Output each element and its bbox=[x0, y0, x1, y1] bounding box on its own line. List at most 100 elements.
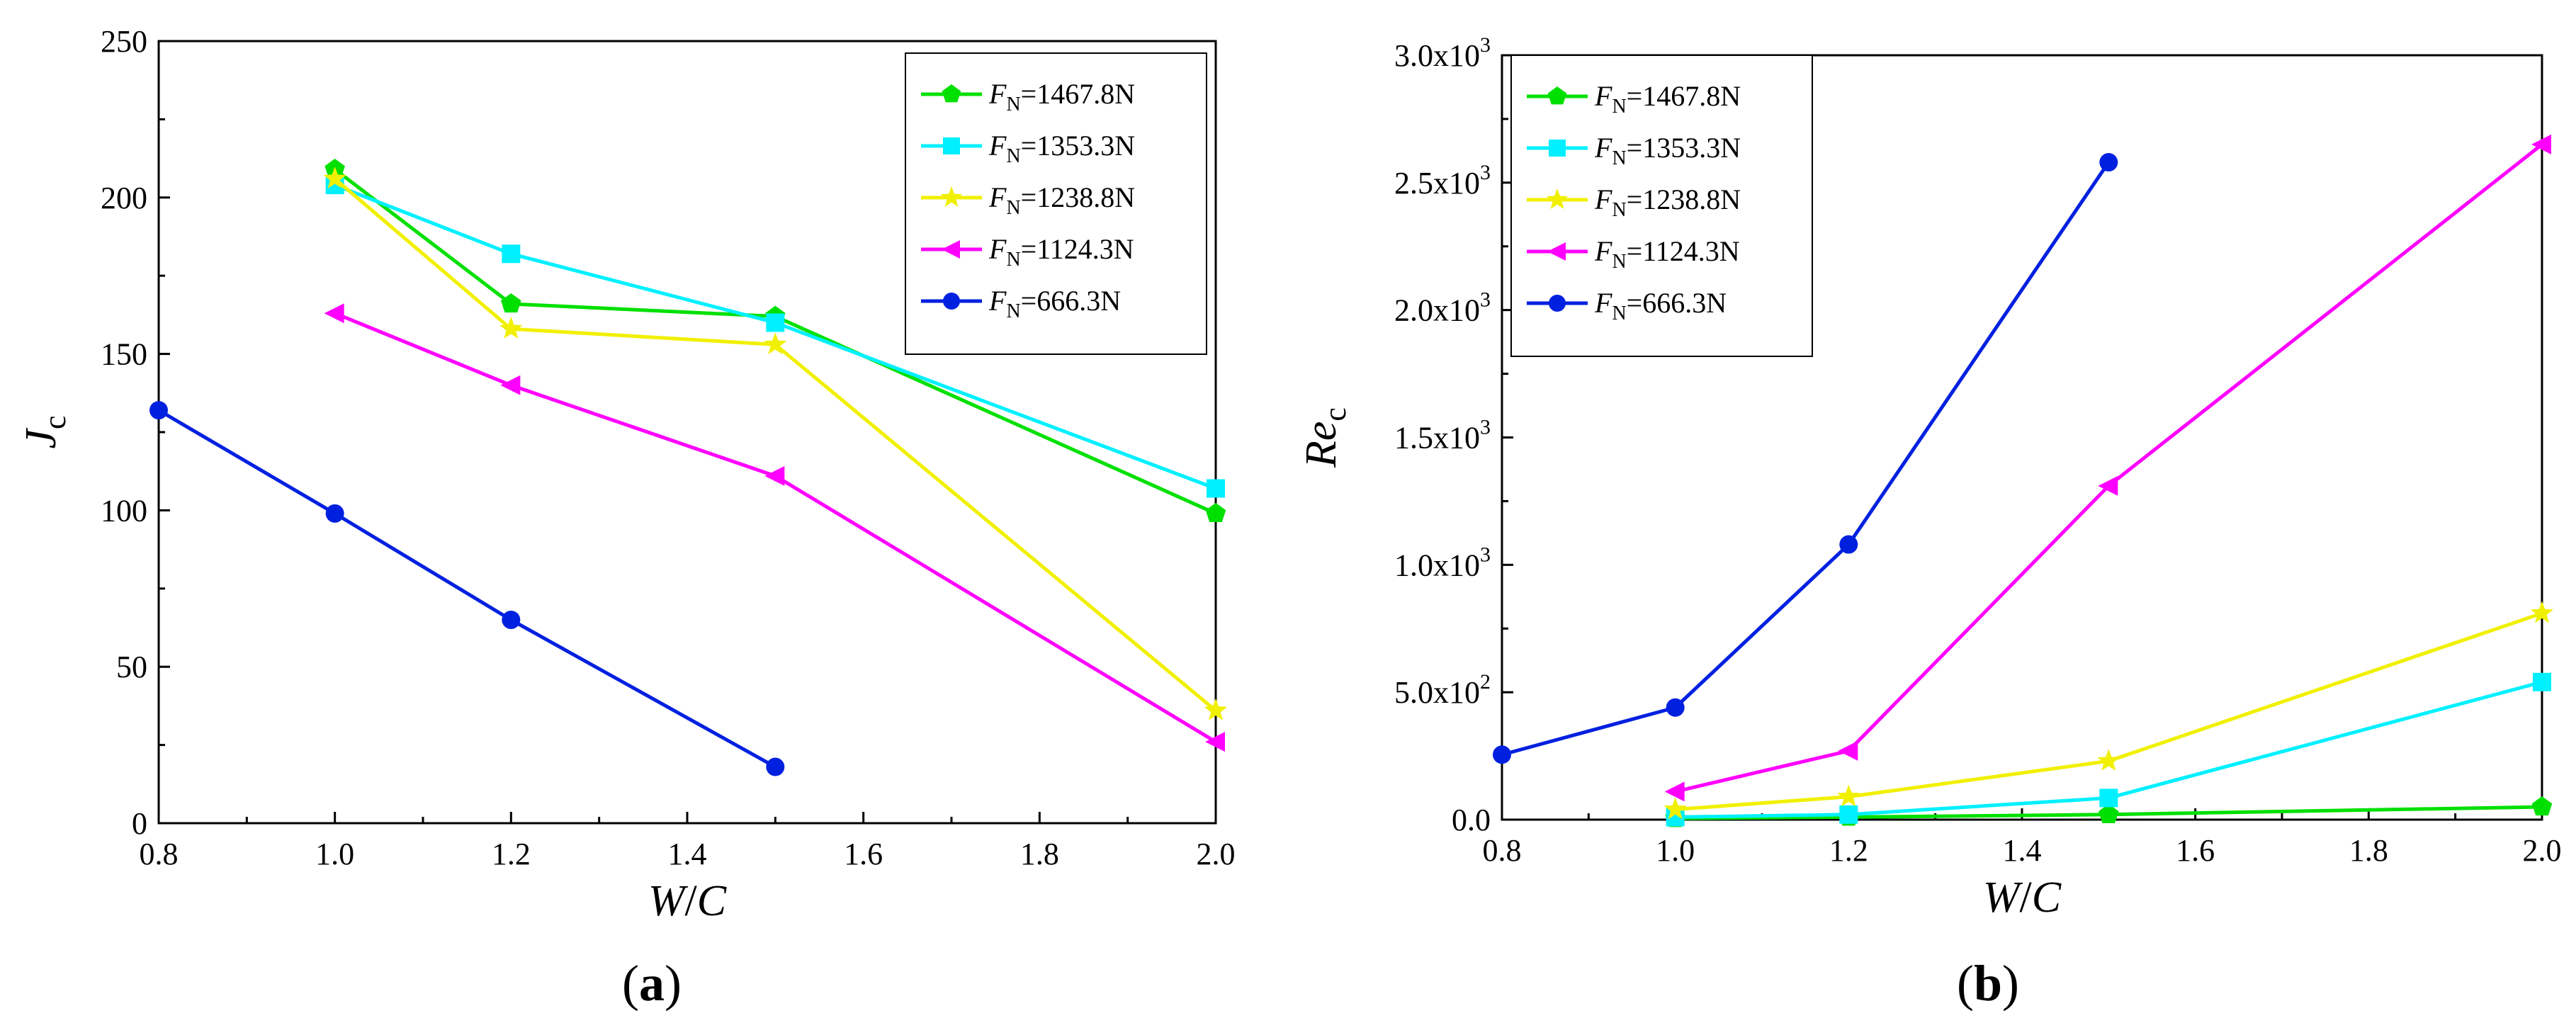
chart-panel-1: 0.8 1.0 1.2 1.4 1.6 1.8 2.0050100150200250FN=1… bbox=[17, 24, 1236, 1012]
legend-label: FN=1238.8N bbox=[1594, 183, 1741, 221]
y-tick-mantissa: 3.0x10 bbox=[1394, 38, 1480, 73]
panel-caption-part: ( bbox=[622, 955, 639, 1012]
legend-label: FN=1353.3N bbox=[1594, 132, 1741, 169]
x-axis-title-part: W bbox=[648, 877, 689, 925]
data-point-circle bbox=[1839, 535, 1858, 554]
data-point-triangle-left bbox=[1664, 781, 1685, 802]
series-line bbox=[1675, 142, 2543, 793]
data-point-circle bbox=[766, 757, 785, 776]
x-tick-label: 0.8 bbox=[1483, 833, 1522, 868]
y-axis-title-subscript: c bbox=[38, 415, 72, 429]
legend-label-subscript: N bbox=[1006, 249, 1020, 271]
data-point-circle bbox=[325, 504, 344, 523]
data-point-triangle-left bbox=[2531, 134, 2551, 154]
legend-label: FN=1353.3N bbox=[988, 130, 1135, 167]
legend-marker-circle bbox=[943, 293, 960, 310]
legend-marker-star bbox=[1546, 188, 1569, 209]
y-axis-title: Jc bbox=[17, 415, 72, 448]
data-point-pentagon bbox=[2531, 796, 2553, 816]
x-axis-title-part: / bbox=[685, 877, 698, 925]
data-point-square bbox=[766, 313, 785, 332]
x-tick-label: 0.8 bbox=[140, 837, 179, 871]
data-point-circle bbox=[1493, 745, 1511, 764]
y-tick-label: 100 bbox=[101, 493, 147, 528]
y-tick-exponent: 3 bbox=[1480, 543, 1491, 566]
x-tick-label: 1.6 bbox=[2176, 833, 2215, 868]
legend-label: FN=1467.8N bbox=[1594, 80, 1741, 118]
y-tick-exponent: 3 bbox=[1480, 33, 1491, 57]
data-point-pentagon bbox=[2098, 803, 2119, 823]
legend-label-subscript: N bbox=[1612, 199, 1626, 221]
y-tick-mantissa: 250 bbox=[101, 24, 147, 59]
legend-label-symbol: F bbox=[988, 130, 1007, 162]
legend-label: FN=1467.8N bbox=[988, 78, 1135, 115]
legend-label-subscript: N bbox=[1612, 302, 1626, 324]
panel-caption-part: ) bbox=[2002, 955, 2019, 1012]
legend-label-value: =1467.8N bbox=[1627, 80, 1741, 112]
y-tick-mantissa: 5.0x10 bbox=[1394, 675, 1480, 710]
panel-caption: (b) bbox=[1957, 955, 2019, 1012]
data-point-square bbox=[1207, 479, 1225, 498]
legend-label-value: =666.3N bbox=[1021, 285, 1121, 317]
data-point-square bbox=[2533, 672, 2551, 691]
legend-label-symbol: F bbox=[1594, 132, 1612, 164]
y-tick-mantissa: 100 bbox=[101, 493, 147, 528]
legend: FN=1467.8NFN=1353.3NFN=1238.8NFN=1124.3N… bbox=[1510, 55, 1813, 357]
legend-marker-star bbox=[940, 186, 963, 207]
data-point-star bbox=[499, 317, 523, 339]
legend-label-value: =1353.3N bbox=[1021, 130, 1135, 162]
panel-caption-part: b bbox=[1974, 955, 2002, 1012]
legend-marker-square bbox=[943, 137, 960, 154]
data-point-triangle-left bbox=[1205, 732, 1225, 752]
y-tick-exponent: 3 bbox=[1480, 288, 1491, 312]
series-line bbox=[157, 408, 776, 769]
series-FN=1238.8N bbox=[1663, 601, 2554, 820]
series-FN=1124.3N bbox=[324, 303, 1225, 752]
y-tick-mantissa: 150 bbox=[101, 337, 147, 372]
y-tick-mantissa: 2.5x10 bbox=[1394, 166, 1480, 200]
series-line bbox=[1675, 611, 2543, 812]
data-point-circle bbox=[1666, 698, 1685, 717]
legend-label-subscript: N bbox=[1612, 147, 1626, 169]
y-tick-exponent: 2 bbox=[1480, 670, 1491, 694]
series-FN=1238.8N bbox=[323, 166, 1228, 720]
y-axis-title-part: J bbox=[17, 428, 65, 449]
y-tick-label: 2.5x103 bbox=[1394, 161, 1491, 200]
data-point-circle bbox=[149, 401, 168, 420]
legend-label: FN=666.3N bbox=[988, 285, 1121, 322]
legend-label-value: =1238.8N bbox=[1627, 183, 1741, 215]
legend-label-symbol: F bbox=[1594, 287, 1612, 319]
series-line bbox=[334, 311, 1217, 744]
y-tick-label: 150 bbox=[101, 337, 147, 372]
data-point-triangle-left bbox=[1838, 740, 1858, 761]
legend-label-subscript: N bbox=[1006, 145, 1020, 167]
y-axis-title-subscript: c bbox=[1318, 407, 1352, 422]
data-point-star bbox=[2097, 749, 2120, 771]
y-tick-label: 3.0x103 bbox=[1394, 33, 1491, 73]
x-tick-label: 1.8 bbox=[1020, 837, 1059, 871]
legend-label-value: =1238.8N bbox=[1021, 181, 1135, 213]
legend-marker-triangle-left bbox=[942, 240, 960, 259]
y-tick-label: 250 bbox=[101, 24, 147, 59]
x-tick-label: 1.2 bbox=[492, 837, 531, 871]
data-point-square bbox=[1839, 805, 1858, 824]
y-tick-label: 50 bbox=[116, 650, 147, 684]
y-tick-label: 2.0x103 bbox=[1394, 288, 1491, 328]
legend-label-value: =666.3N bbox=[1627, 287, 1727, 319]
legend-label-symbol: F bbox=[1594, 235, 1612, 267]
legend-marker-pentagon bbox=[1547, 86, 1567, 105]
legend-label-subscript: N bbox=[1006, 300, 1020, 322]
legend-label: FN=1124.3N bbox=[1594, 235, 1740, 273]
x-axis-title: W/C bbox=[648, 877, 727, 925]
data-point-triangle-left bbox=[500, 375, 521, 395]
legend-marker-triangle-left bbox=[1547, 242, 1566, 261]
x-axis-title-part: / bbox=[2020, 873, 2033, 922]
y-axis-title-part: Re bbox=[1297, 422, 1345, 468]
legend-label-symbol: F bbox=[988, 233, 1007, 265]
data-point-square bbox=[2099, 788, 2118, 808]
legend-marker-circle bbox=[1549, 295, 1566, 312]
x-tick-label: 1.6 bbox=[844, 837, 883, 871]
y-tick-mantissa: 1.0x10 bbox=[1394, 548, 1480, 582]
x-tick-label: 1.4 bbox=[2003, 833, 2042, 868]
